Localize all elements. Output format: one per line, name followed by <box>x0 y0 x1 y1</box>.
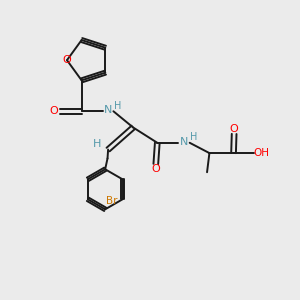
Text: O: O <box>63 55 71 65</box>
Text: N: N <box>180 137 189 147</box>
Text: OH: OH <box>253 148 269 158</box>
Text: O: O <box>230 124 239 134</box>
Text: H: H <box>93 139 101 149</box>
Text: Br: Br <box>106 196 118 206</box>
Text: H: H <box>190 133 197 142</box>
Text: O: O <box>152 164 160 174</box>
Text: N: N <box>104 105 112 116</box>
Text: O: O <box>50 106 58 116</box>
Text: H: H <box>114 101 121 111</box>
